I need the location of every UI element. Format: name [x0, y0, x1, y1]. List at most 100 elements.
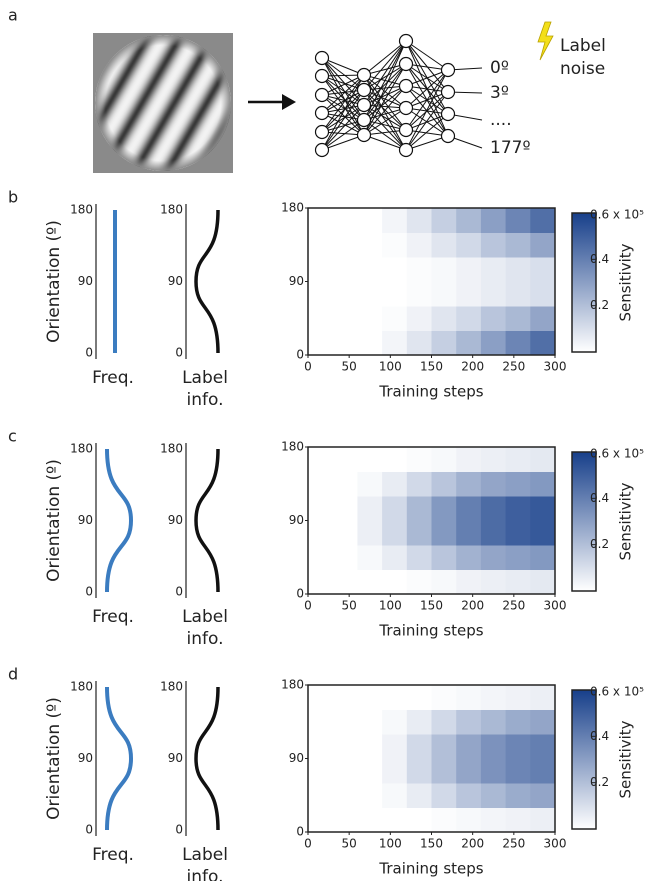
connection: [321, 119, 365, 151]
heat-cell: [382, 734, 408, 759]
heat-cell: [505, 685, 531, 710]
output-label: 177º: [490, 138, 530, 158]
x-tick-label: 50: [342, 837, 357, 851]
heat-cell: [382, 545, 408, 570]
label-info-label: info.: [187, 629, 224, 649]
x-tick-label: 300: [544, 360, 567, 374]
heat-cell: [456, 232, 482, 258]
heat-cell: [480, 257, 507, 282]
heat-cell: [332, 807, 358, 833]
heat-cell: [332, 281, 358, 307]
heat-cell: [431, 471, 457, 497]
connection: [321, 104, 365, 133]
connection: [363, 119, 407, 151]
x-tick-label: 300: [544, 837, 567, 851]
y-tick-label: 0: [85, 823, 93, 837]
heat-cell: [332, 734, 358, 759]
y-tick-label: 0: [175, 823, 183, 837]
heat-cell: [406, 783, 432, 808]
y-tick-label: 0: [296, 825, 304, 839]
y-axis-title: Orientation (º): [44, 220, 64, 343]
label-info-label: info.: [187, 867, 224, 881]
y-tick-label: 0: [85, 346, 93, 360]
heat-cell: [456, 520, 482, 546]
neuron: [398, 56, 414, 72]
x-tick-label: 0: [304, 599, 312, 613]
y-tick-label: 180: [70, 442, 93, 456]
heat-cell: [530, 257, 556, 282]
heat-cell: [530, 208, 556, 233]
connection: [321, 134, 365, 151]
heat-cell: [332, 232, 358, 258]
heat-cell: [530, 281, 556, 307]
heat-cell: [357, 709, 383, 735]
colorbar-tick-label: 0.6 x 10⁵: [590, 208, 644, 222]
heat-cell: [406, 330, 432, 356]
connection: [363, 119, 407, 131]
y-tick-label: 180: [281, 440, 304, 454]
heat-cell: [530, 807, 556, 833]
heat-cell: [431, 447, 457, 472]
heat-cell: [480, 569, 507, 595]
connection: [321, 89, 365, 133]
heat-cell: [530, 709, 556, 735]
x-tick-label: 50: [342, 360, 357, 374]
freq-label: Freq.: [92, 607, 134, 627]
heat-cell: [431, 330, 457, 356]
colorbar-title: Sensitivity: [617, 482, 635, 560]
neuron: [356, 97, 372, 113]
connection: [363, 104, 407, 151]
heat-cell: [357, 545, 383, 570]
panel-label: c: [8, 427, 17, 446]
heat-cell: [406, 545, 432, 570]
heat-cell: [406, 569, 432, 595]
heat-cell: [505, 257, 531, 282]
connection: [363, 40, 407, 121]
heat-cell: [456, 807, 482, 833]
x-tick-label: 300: [544, 599, 567, 613]
heat-cell: [431, 520, 457, 546]
heat-cell: [308, 807, 334, 833]
output-label: 0º: [490, 58, 509, 78]
connection: [405, 69, 449, 109]
heat-cell: [357, 807, 383, 833]
heat-cell: [357, 758, 383, 784]
heat-cell: [382, 807, 408, 833]
neuron: [440, 128, 456, 144]
connection: [321, 94, 365, 136]
y-tick-label: 180: [160, 203, 183, 217]
x-tick-label: 250: [502, 360, 525, 374]
neuron: [314, 105, 330, 121]
heat-cell: [480, 208, 507, 233]
heat-cell: [505, 545, 531, 570]
heat-cell: [308, 281, 334, 307]
heat-cell: [530, 783, 556, 808]
y-tick-label: 90: [168, 513, 183, 527]
heat-cell: [308, 709, 334, 735]
x-tick-label: 100: [379, 837, 402, 851]
heat-cell: [332, 208, 358, 233]
heat-cell: [406, 709, 432, 735]
noise-label: Label: [560, 36, 606, 56]
connection: [321, 89, 365, 114]
connection: [363, 63, 407, 136]
neuron: [398, 78, 414, 94]
heat-cell: [357, 471, 383, 497]
heat-cell: [357, 783, 383, 808]
colorbar: [571, 689, 597, 830]
colorbar-tick-label: 0.4: [590, 491, 609, 505]
heat-cell: [530, 306, 556, 331]
heat-cell: [357, 685, 383, 710]
neuron: [314, 142, 330, 158]
heat-cell: [505, 232, 531, 258]
heat-cell: [382, 232, 408, 258]
heat-cell: [456, 783, 482, 808]
connection: [405, 113, 449, 131]
heat-cell: [382, 281, 408, 307]
heat-cell: [480, 471, 507, 497]
heat-cell: [480, 807, 507, 833]
connection: [321, 74, 365, 114]
heat-cell: [332, 685, 358, 710]
heat-cell: [505, 281, 531, 307]
heat-cell: [480, 709, 507, 735]
